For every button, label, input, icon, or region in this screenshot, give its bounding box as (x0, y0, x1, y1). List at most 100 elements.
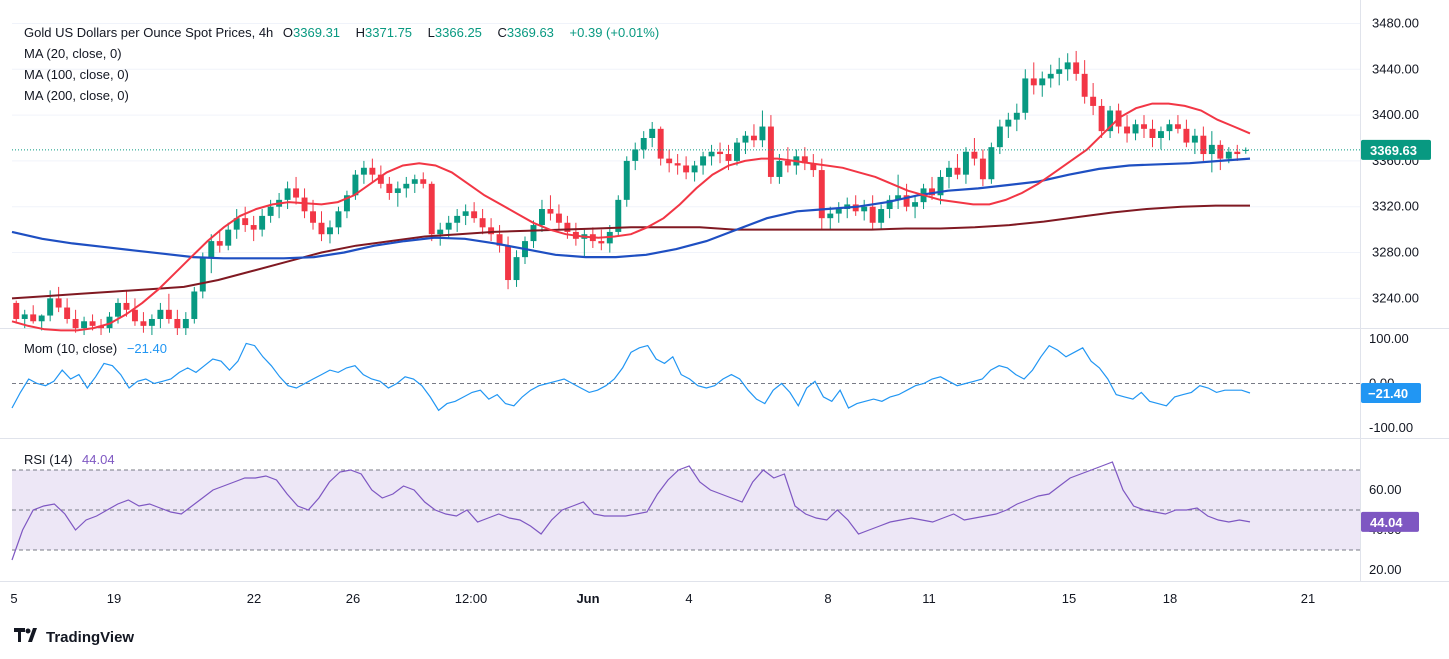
candle-body (835, 209, 842, 214)
candle-body (21, 314, 28, 319)
candle-body (352, 174, 359, 196)
candle-body (623, 160, 630, 200)
candle-body (640, 138, 647, 150)
candle-body (479, 218, 486, 228)
candle-body (666, 158, 673, 164)
tradingview-logo-icon (14, 628, 40, 646)
rsi-last-badge (1361, 511, 1419, 532)
candle-body (81, 321, 88, 329)
candle-body (335, 211, 342, 228)
rsi-legend[interactable]: RSI (14) 44.04 (24, 452, 121, 468)
candle-body (445, 222, 452, 230)
candle-body (199, 257, 206, 292)
candle-body (615, 199, 622, 232)
candle-body (954, 167, 961, 175)
candle-body (505, 245, 512, 281)
candle-body (1124, 126, 1131, 134)
candle-body (1141, 124, 1147, 129)
time-axis-label: 21 (1301, 591, 1315, 606)
rsi-line (11, 461, 1251, 561)
candle-body (1166, 124, 1173, 132)
candle-body (886, 199, 893, 210)
rsi-value: 44.04 (82, 452, 115, 467)
candle-body (377, 174, 384, 184)
time-axis-label: 8 (824, 591, 831, 606)
candle-body (929, 188, 935, 196)
candle-body (818, 170, 825, 219)
candle-body (996, 126, 1003, 148)
candle-body (979, 158, 986, 180)
candle-body (555, 213, 562, 223)
candle-body (649, 128, 656, 138)
candle-body (47, 298, 54, 316)
candle-body (776, 160, 783, 177)
candle-body (903, 195, 910, 207)
candle-body (784, 160, 791, 166)
time-axis-label: 26 (346, 591, 360, 606)
momentum-legend[interactable]: Mom (10, close) −21.40 (24, 341, 173, 357)
time-axis-label: 18 (1163, 591, 1177, 606)
time-axis-label: 5 (10, 591, 17, 606)
candle-body (598, 241, 605, 244)
candle-body (293, 188, 300, 198)
ma100-line (11, 157, 1251, 260)
time-axis-label: 22 (247, 591, 261, 606)
rsi-last-label: 44.04 (1370, 515, 1403, 530)
candle-body (30, 314, 37, 322)
candle-body (759, 126, 766, 141)
ma200-legend[interactable]: MA (200, close, 0) (24, 88, 129, 103)
price-axis-label: 3400.00 (1372, 107, 1419, 122)
ohlc-low: L3366.25 (427, 25, 482, 40)
candle-body (148, 318, 155, 326)
candle-body (140, 321, 147, 326)
candle-body (1039, 78, 1046, 86)
candle-body (13, 302, 20, 319)
ma20-legend[interactable]: MA (20, close, 0) (24, 46, 122, 61)
candle-body (717, 151, 724, 155)
candle-body (1047, 73, 1054, 79)
candle-body (157, 309, 164, 319)
ma100-legend[interactable]: MA (100, close, 0) (24, 67, 129, 82)
candle-body (632, 149, 639, 161)
ohlc-open: O3369.31 (282, 25, 341, 40)
candle-body (513, 257, 520, 281)
tradingview-branding[interactable]: TradingView (14, 628, 134, 646)
candle-body (1056, 69, 1063, 74)
ohlc-high: H3371.75 (355, 25, 413, 40)
time-axis-label: 15 (1062, 591, 1076, 606)
candle-body (861, 206, 868, 212)
candle-body (437, 229, 444, 235)
candle-body (691, 165, 698, 173)
candle-body (284, 188, 291, 200)
candle-body (327, 227, 333, 235)
symbol-title: Gold US Dollars per Ounce Spot Prices, 4… (24, 25, 274, 40)
candle-body (1098, 105, 1105, 132)
candle-body (1157, 131, 1164, 138)
candle-body (674, 163, 681, 166)
last-price-label: 3369.63 (1370, 143, 1417, 158)
candle-body (267, 206, 274, 216)
candle-body (250, 225, 257, 230)
last-price-badge (1361, 139, 1431, 160)
candle-body (962, 151, 969, 175)
candle-body (1132, 124, 1139, 134)
time-axis-label: 4 (685, 591, 692, 606)
candle-body (937, 176, 944, 196)
candle-body (895, 195, 902, 200)
candle-body (657, 128, 664, 159)
price-axis-label: 3480.00 (1372, 15, 1419, 30)
candle-body (725, 154, 732, 161)
candle-body (1090, 96, 1097, 106)
candle-body (1191, 135, 1198, 143)
symbol-legend: Gold US Dollars per Ounce Spot Prices, 4… (24, 25, 665, 41)
candle-body (208, 241, 215, 258)
time-axis-label: 19 (107, 591, 121, 606)
candle-body (1217, 144, 1224, 159)
price-axis-label: 3280.00 (1372, 245, 1419, 260)
candle-body (1064, 62, 1071, 70)
candle-body (55, 298, 62, 308)
candle-body (428, 183, 435, 235)
candle-body (301, 197, 308, 212)
price-change: +0.39 (+0.01%) (569, 25, 660, 40)
